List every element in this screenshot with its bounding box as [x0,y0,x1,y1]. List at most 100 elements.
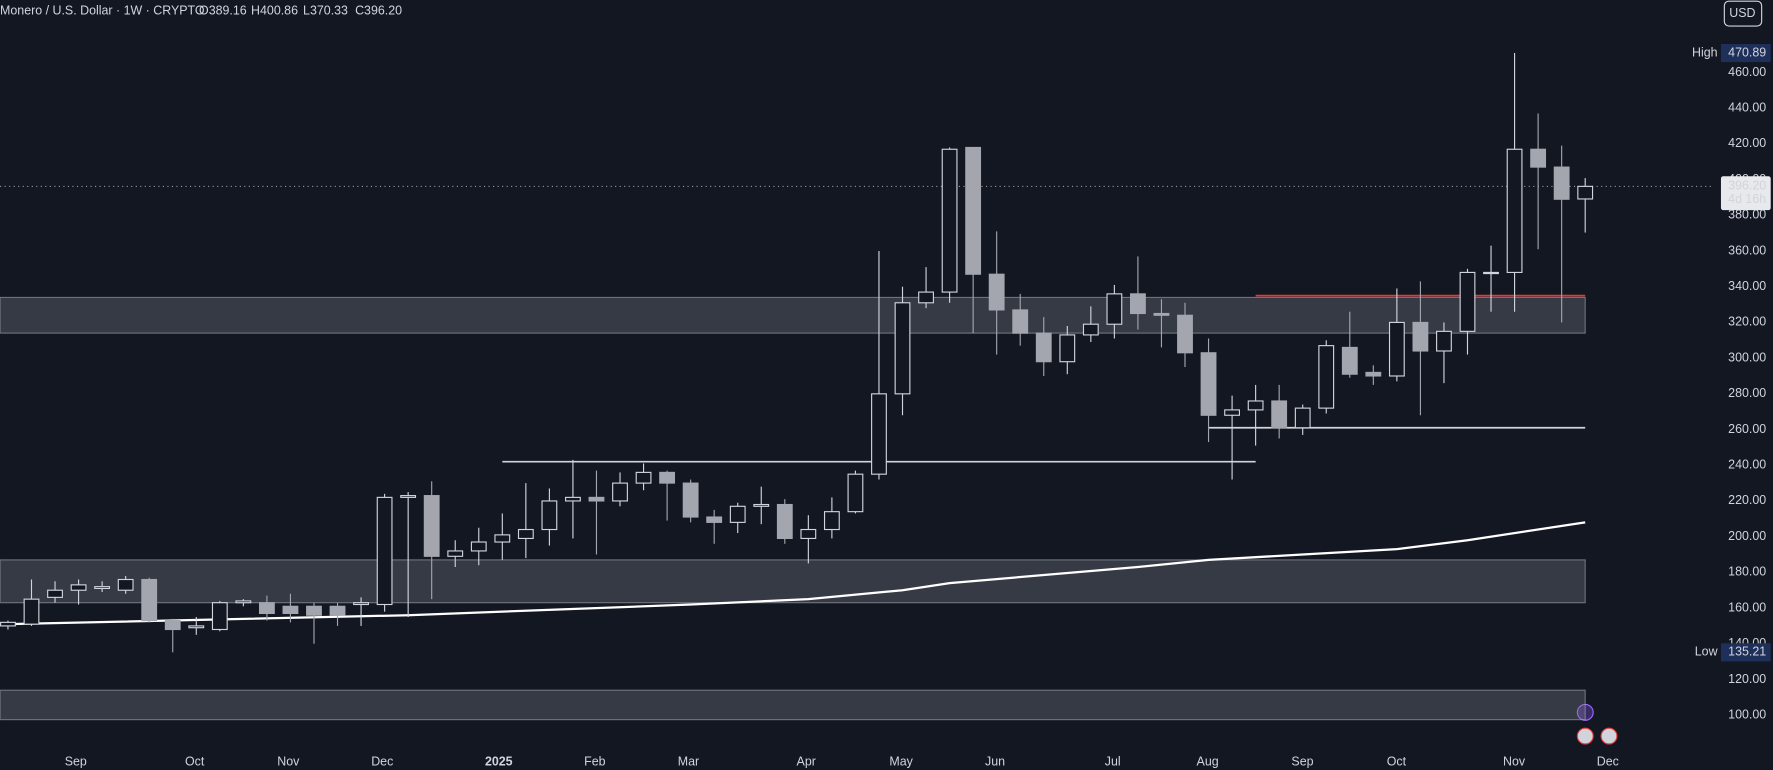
x-tick-label: Feb [584,754,605,768]
candle-body [141,578,158,622]
candle-body [94,586,111,590]
y-tick-label: 220.00 [1728,493,1766,507]
marker-label: Low [1695,645,1718,659]
y-tick-label: 200.00 [1728,529,1766,543]
ohlc-value: H400.86 [251,4,298,18]
y-tick-label: 120.00 [1728,672,1766,686]
candle-body [918,291,934,304]
candle-body [517,528,534,540]
currency-button[interactable] [1723,0,1763,27]
x-tick-label: Mar [678,754,699,768]
marker-value-box [1720,643,1771,662]
candle-body [941,148,958,293]
currency-label[interactable]: USD [1729,6,1755,20]
y-tick-label: 420.00 [1728,136,1766,150]
candle-body [306,605,322,616]
zone [0,559,1586,604]
candle-body [258,602,275,614]
candle-body [1082,323,1099,336]
y-tick-label: 240.00 [1728,458,1766,472]
x-tick-label: Jun [985,754,1005,768]
y-tick-label: 180.00 [1728,565,1766,579]
candle-body [1059,334,1076,363]
x-tick-label: Dec [371,754,393,768]
candle-body [400,495,417,498]
candle-body [847,473,864,513]
candle-body [1294,407,1311,429]
candle-body [776,503,793,540]
moving-average [7,521,1586,626]
candle-body [1106,293,1123,325]
candle-body [1318,345,1335,409]
candle-body [376,496,393,606]
candle-body [70,584,87,591]
candle-body [588,496,605,502]
candle-body [894,302,911,395]
candle-body [1483,271,1499,275]
y-tick-label: 100.00 [1728,707,1766,721]
candle-body [23,598,40,625]
marker-value-box [1720,43,1771,63]
ohlc-value: L370.33 [303,4,348,18]
candle-body [0,621,16,627]
x-tick-label: Oct [1387,754,1407,768]
candle-body [612,482,628,502]
candle-body [47,589,63,598]
candle-body [706,516,723,523]
y-tick-label: 260.00 [1728,422,1766,436]
candle-body [729,505,746,523]
candle-body [282,605,299,614]
y-tick-label: 340.00 [1728,279,1766,293]
x-tick-label: Apr [797,754,816,768]
candle-body [1459,271,1476,332]
candle-body [470,541,487,552]
candle-body [1177,314,1193,354]
candle-body [164,620,181,631]
chart-title: Monero / U.S. Dollar · 1W · CRYPTO [0,4,205,18]
candle-body [541,500,558,531]
candle-body [565,496,581,502]
last-price-countdown: 4d 16h [1728,192,1766,206]
candle-body [1388,321,1405,377]
zone [0,296,1586,334]
candle-body [635,471,652,484]
candle-body [659,471,676,484]
x-tick-label: Nov [1503,754,1526,768]
x-tick-label: Nov [277,754,300,768]
candle-body [800,528,817,540]
candle-body [1506,148,1523,274]
candle-body [1553,166,1570,200]
y-tick-label: 320.00 [1728,315,1766,329]
x-tick-label: 2025 [485,754,513,768]
candle-body [1012,309,1029,334]
marker-box [1689,43,1724,63]
candle-body [1200,352,1217,416]
candle-body [1530,148,1547,168]
candle-body [1035,332,1052,363]
candle-body [1412,321,1429,352]
ohlc-value: C396.20 [355,4,402,18]
ohlc-value: O389.16 [199,4,247,18]
marker-value: 135.21 [1728,645,1766,659]
candle-body [1224,409,1240,416]
x-tick-label: Jul [1105,754,1121,768]
candle-body [447,550,464,557]
marker-box [1689,643,1724,662]
candle-body [423,495,440,557]
candle-body [494,534,511,543]
candle-body [188,625,205,629]
last-price-box [1720,176,1771,211]
y-tick-label: 440.00 [1728,100,1766,114]
candle-body [211,602,228,631]
candle-body [965,146,982,275]
x-tick-label: Sep [1291,754,1313,768]
x-tick-label: May [889,754,913,768]
x-tick-label: Oct [185,754,205,768]
y-tick-label: 360.00 [1728,243,1766,257]
candle-body [1341,346,1358,375]
candle-body [1271,400,1288,429]
candle-body [1577,185,1594,200]
candle-body [353,602,369,606]
y-tick-label: 460.00 [1728,65,1766,79]
